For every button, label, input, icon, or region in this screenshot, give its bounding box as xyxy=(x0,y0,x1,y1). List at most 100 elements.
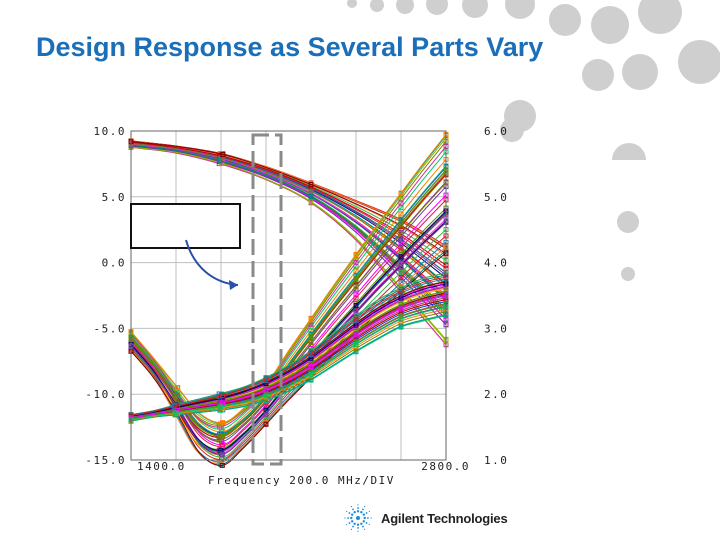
decorative-circle xyxy=(396,0,414,14)
y-tick-label-right: 1.0 xyxy=(484,454,508,467)
curve-marker xyxy=(217,424,223,430)
spark-dot xyxy=(362,508,364,511)
y-tick-label-right: 2.0 xyxy=(484,388,508,401)
spark-dot xyxy=(352,508,354,511)
spark-dot xyxy=(350,528,353,530)
y-tick-label-right: 4.0 xyxy=(484,257,508,270)
annotation-arrow xyxy=(185,239,239,290)
spark-dot xyxy=(353,522,356,525)
spark-dot xyxy=(348,512,351,514)
spark-dot xyxy=(348,522,351,524)
curve-marker xyxy=(308,360,314,366)
y-tick-label-left: -5.0 xyxy=(94,322,127,335)
curve-marker xyxy=(217,404,223,410)
decorative-circle xyxy=(462,0,488,18)
chart-tick-labels: 10.0 5.0 0.0 -5.0 -10.0 -15.0 6.0 5.0 4.0 3.0 2.0 1… xyxy=(85,125,508,487)
curve-marker xyxy=(398,306,404,312)
spark-dot xyxy=(357,530,359,532)
chart-curves xyxy=(128,131,449,468)
curve-marker xyxy=(353,316,359,322)
spark-dot xyxy=(350,506,353,508)
curve-marker xyxy=(398,245,404,251)
y-tick-label-left: -15.0 xyxy=(85,454,126,467)
spark-dot xyxy=(351,520,354,523)
curve-line xyxy=(130,314,447,422)
curve-marker xyxy=(353,259,359,265)
decorative-circle xyxy=(678,40,720,84)
y-tick-label-right: 3.0 xyxy=(484,322,508,335)
spark-center xyxy=(356,516,360,520)
spark-dot xyxy=(365,512,368,514)
spark-dot xyxy=(356,510,360,513)
logo-text: Agilent Technologies xyxy=(381,510,508,526)
curve-marker xyxy=(353,284,359,290)
curve-marker xyxy=(218,155,224,161)
decorative-circle xyxy=(591,6,629,44)
curve-marker xyxy=(219,451,225,457)
decorative-circle xyxy=(621,267,635,281)
curve-marker xyxy=(216,437,222,443)
spark-dot xyxy=(368,510,370,513)
curve-line xyxy=(130,281,447,417)
spark-dot xyxy=(363,528,366,530)
curve-marker xyxy=(308,350,314,356)
chart-frame xyxy=(130,130,447,461)
curve-marker xyxy=(308,340,314,345)
y-tick-label-left: -10.0 xyxy=(85,388,126,401)
spark-dot xyxy=(367,517,369,519)
decorative-circle xyxy=(549,4,581,36)
curve-marker xyxy=(353,251,359,257)
curve-marker xyxy=(308,199,314,205)
decorative-circle xyxy=(347,0,357,8)
curve-line xyxy=(130,295,447,419)
x-tick-label: 1400.0 xyxy=(137,460,186,473)
curve-line xyxy=(130,276,447,416)
spark-dot xyxy=(346,523,348,526)
curve-marker xyxy=(308,188,314,194)
curve-marker xyxy=(353,332,359,338)
curve-marker xyxy=(263,377,269,383)
spark-dot xyxy=(357,504,359,506)
spark-dot xyxy=(356,523,360,526)
curve-marker xyxy=(172,410,178,416)
decorative-circle xyxy=(612,143,646,160)
curve-marker xyxy=(398,263,404,269)
curve-marker xyxy=(175,385,181,390)
spark-dot xyxy=(357,507,359,509)
curve-marker xyxy=(172,393,178,398)
curve-marker xyxy=(398,295,404,301)
curve-marker xyxy=(263,411,269,417)
curve-marker xyxy=(308,194,314,199)
curve-marker xyxy=(353,275,359,281)
agilent-spark-icon xyxy=(344,504,372,532)
curve-marker xyxy=(353,342,359,348)
spark-dot xyxy=(363,516,366,520)
curve-marker xyxy=(398,316,404,322)
curve-marker xyxy=(220,152,226,157)
spark-dot xyxy=(344,517,346,519)
agilent-logo: Agilent Technologies xyxy=(343,503,508,533)
spark-dot xyxy=(365,522,368,524)
spark-dot xyxy=(347,517,349,519)
curve-marker xyxy=(308,182,314,187)
curve-line xyxy=(130,308,447,421)
decorative-circle xyxy=(370,0,384,12)
curve-marker xyxy=(398,269,404,275)
spark-dot xyxy=(370,517,372,519)
curve-marker xyxy=(398,254,404,260)
curve-line xyxy=(130,290,447,418)
curve-line xyxy=(130,144,447,315)
curve-marker xyxy=(353,295,359,301)
spark-dot xyxy=(363,506,366,508)
curve-marker xyxy=(398,275,404,281)
curve-marker xyxy=(398,220,404,226)
decorative-circle xyxy=(638,0,682,34)
spark-dot xyxy=(362,513,365,516)
decorative-circle xyxy=(622,54,658,90)
curve-marker xyxy=(308,315,314,321)
curve-marker xyxy=(398,231,404,236)
spark-dot xyxy=(351,513,354,516)
spark-dot xyxy=(353,511,356,514)
curve-marker xyxy=(398,323,404,329)
